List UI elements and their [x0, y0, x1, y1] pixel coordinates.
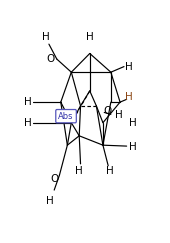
Text: H: H — [125, 92, 133, 102]
Text: O: O — [50, 174, 58, 184]
Text: O: O — [46, 54, 54, 64]
Text: H: H — [46, 196, 54, 206]
Text: H: H — [75, 166, 83, 176]
Text: O: O — [103, 106, 111, 116]
Text: Abs: Abs — [58, 112, 74, 121]
Text: H: H — [24, 118, 32, 128]
Text: H: H — [86, 32, 94, 42]
Text: H: H — [42, 32, 50, 42]
Text: H: H — [129, 118, 137, 128]
Text: H: H — [129, 142, 137, 152]
Text: H: H — [24, 97, 32, 107]
Text: H: H — [115, 110, 123, 120]
FancyBboxPatch shape — [56, 110, 76, 123]
Text: H: H — [106, 166, 113, 176]
Text: H: H — [125, 61, 133, 72]
